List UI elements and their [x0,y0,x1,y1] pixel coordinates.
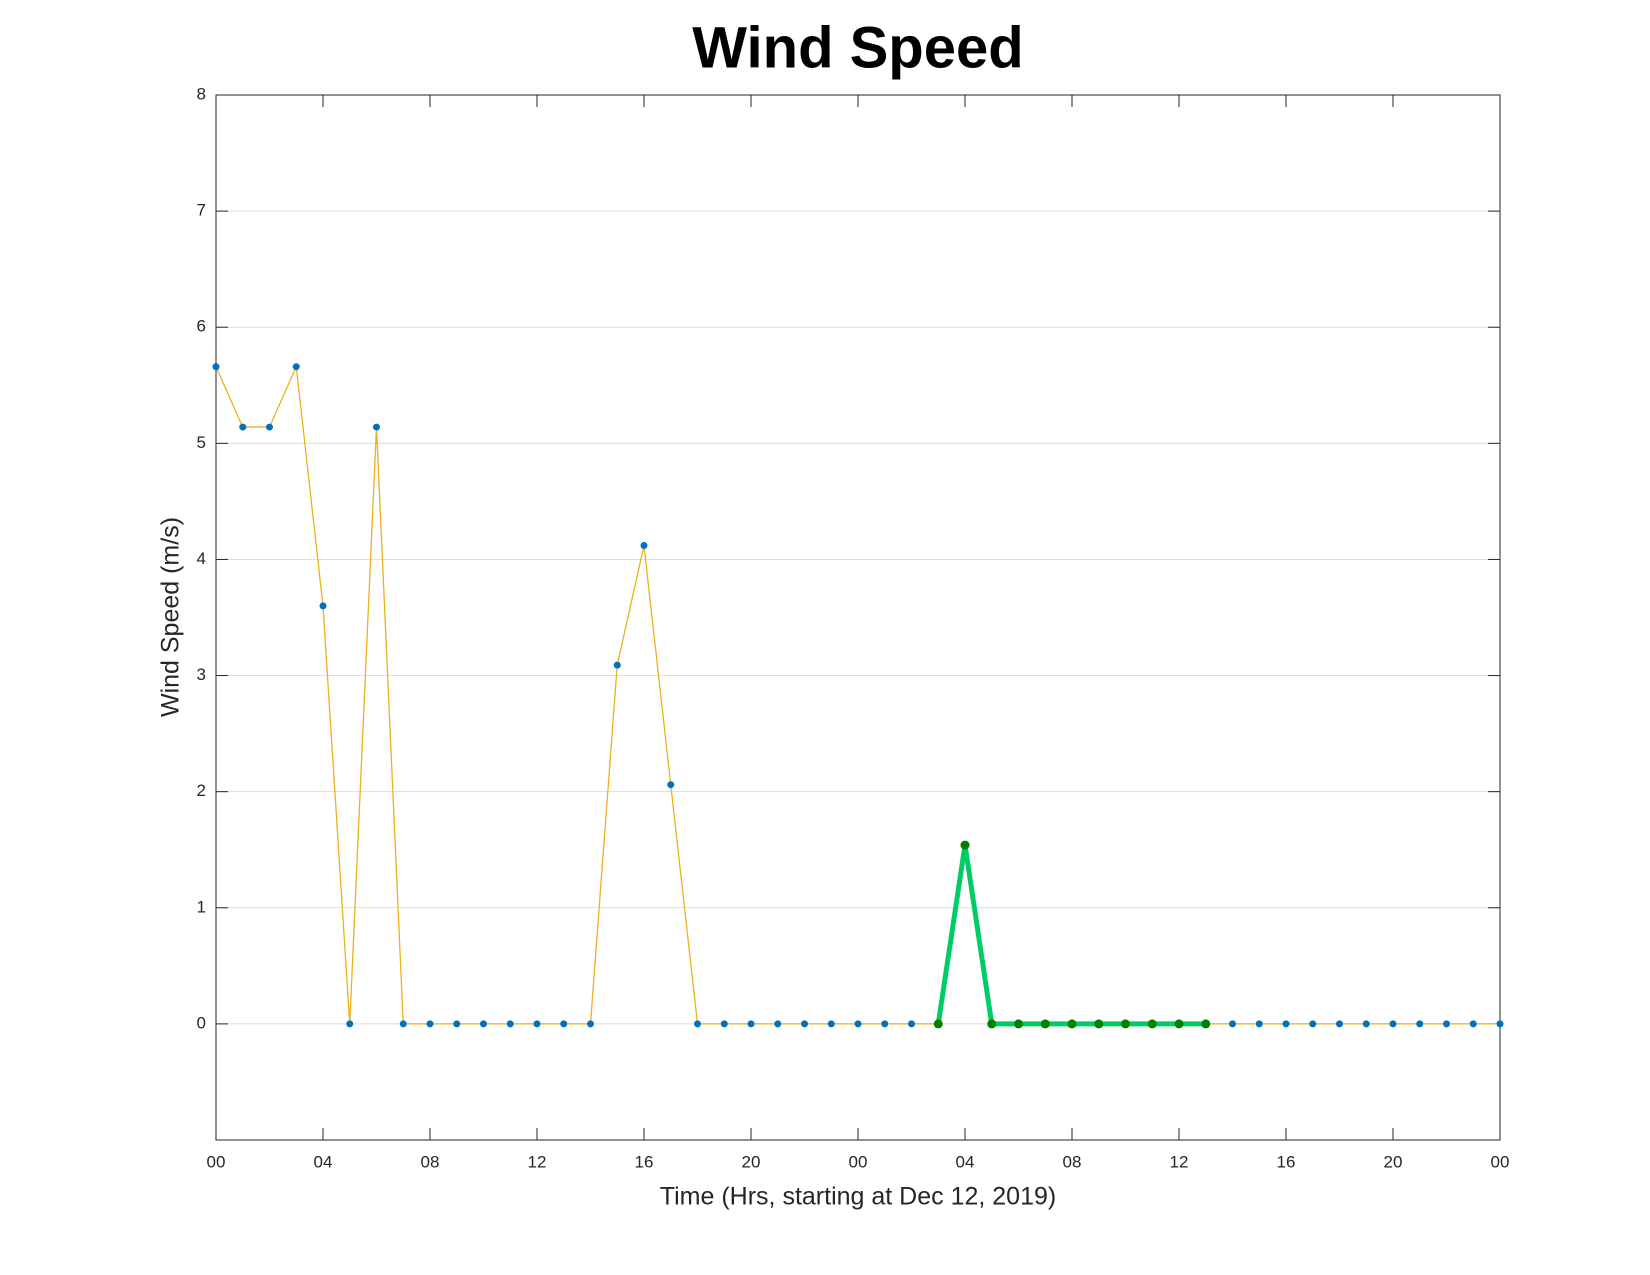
data-point [1282,1020,1290,1028]
y-tick-label: 6 [197,317,206,336]
y-tick-label: 3 [197,665,206,684]
data-point [533,1020,541,1028]
data-point [1014,1019,1023,1029]
x-tick-label: 12 [1170,1152,1189,1171]
x-tick-label: 16 [635,1152,654,1171]
plot-area [216,95,1500,1140]
x-tick-label: 04 [956,1152,975,1171]
data-point [480,1020,487,1028]
data-point [640,542,648,550]
data-point [560,1020,568,1028]
data-point [1336,1020,1343,1028]
data-point [506,1020,514,1028]
data-point [373,423,380,431]
data-point [1201,1019,1211,1029]
y-axis-label: Wind Speed (m/s) [157,517,185,717]
plot-frame [215,94,1501,1141]
data-point [774,1020,782,1028]
data-point [1094,1019,1104,1029]
data-point [613,661,621,669]
data-point [720,1020,728,1028]
data-point [827,1020,835,1028]
data-point [694,1020,701,1028]
data-point [801,1020,808,1028]
data-point [399,1020,407,1028]
data-point [960,840,970,850]
data-point [908,1020,915,1028]
x-tick-label: 16 [1277,1152,1296,1171]
y-tick-label: 4 [197,549,206,568]
y-tick-label: 2 [197,781,206,800]
data-point [881,1020,889,1028]
y-tick-label: 1 [197,897,206,916]
data-point [1147,1019,1157,1029]
data-point [266,423,273,431]
data-point [453,1020,461,1028]
data-point [933,1019,943,1029]
data-point [1416,1020,1424,1028]
data-point [1067,1019,1077,1029]
x-tick-label: 12 [528,1152,547,1171]
x-tick-label: 20 [742,1152,761,1171]
y-tick-label: 5 [197,433,206,452]
data-point [1496,1020,1504,1028]
data-point [854,1020,862,1028]
x-axis-label: Time (Hrs, starting at Dec 12, 2019) [660,1183,1056,1211]
x-tick-label: 04 [314,1152,333,1171]
data-point [1040,1019,1050,1029]
data-point [747,1020,755,1028]
data-point [1309,1020,1317,1028]
data-point [319,602,327,610]
x-tick-label: 00 [207,1152,226,1171]
data-point [987,1019,997,1029]
data-point [1121,1019,1130,1029]
data-point [1174,1019,1184,1029]
data-point [292,363,300,371]
data-point [212,363,220,371]
data-point [667,781,675,789]
data-point [1389,1020,1397,1028]
x-tick-label: 08 [421,1152,440,1171]
x-tick-label: 00 [849,1152,868,1171]
data-point [587,1020,594,1028]
x-tick-label: 20 [1384,1152,1403,1171]
chart-title: Wind Speed [692,15,1023,80]
y-tick-label: 7 [197,201,206,220]
data-point [1255,1020,1263,1028]
data-point [239,423,247,431]
data-point [1469,1020,1477,1028]
y-tick-label: 0 [197,1013,206,1032]
data-point [426,1020,434,1028]
x-tick-label: 00 [1491,1152,1510,1171]
y-tick-label: 8 [197,84,206,103]
x-tick-label: 08 [1063,1152,1082,1171]
data-point [1229,1020,1236,1028]
data-point [1362,1020,1370,1028]
data-point [1443,1020,1450,1028]
data-point [346,1020,354,1028]
